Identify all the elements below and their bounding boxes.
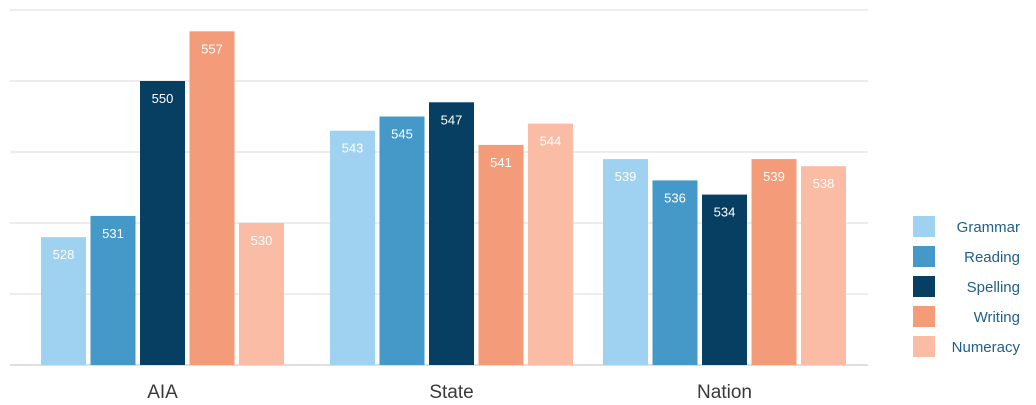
bar-value-label: 530	[251, 233, 273, 248]
bar-value-label: 539	[615, 169, 637, 184]
category-axis-labels: AIA State Nation	[147, 382, 752, 403]
bar-grammar-nation	[603, 159, 648, 365]
category-label: AIA	[147, 382, 178, 403]
bar-value-label: 557	[201, 41, 223, 56]
bar-value-label: 536	[664, 190, 686, 205]
bar-spelling-state	[429, 102, 474, 366]
legend-label-spelling: Spelling	[967, 279, 1020, 296]
bar-numeracy-state	[528, 123, 573, 365]
legend-label-writing: Writing	[974, 309, 1020, 326]
legend-swatch-grammar	[913, 216, 935, 237]
bar-writing-aia	[189, 31, 235, 366]
bar-value-label: 547	[441, 112, 463, 127]
category-label: State	[429, 382, 473, 403]
bar-value-label: 541	[490, 155, 512, 170]
bar-value-label: 531	[102, 226, 124, 241]
bar-grammar-state	[330, 130, 375, 365]
bar-value-label: 543	[342, 141, 364, 156]
legend-label-reading: Reading	[964, 249, 1020, 266]
bar-value-label: 550	[152, 91, 174, 106]
legend-label-numeracy: Numeracy	[952, 339, 1021, 356]
legend-label-grammar: Grammar	[957, 219, 1020, 236]
bar-value-label: 538	[813, 176, 835, 191]
legend-swatch-spelling	[913, 276, 935, 297]
bar-numeracy-aia	[239, 223, 284, 365]
bar-value-label: 528	[53, 247, 75, 262]
legend-swatch-reading	[913, 246, 935, 267]
bar-reading-aia	[90, 215, 136, 365]
bar-value-label: 534	[714, 205, 736, 220]
bar-value-label: 544	[540, 134, 562, 149]
bar-writing-state	[478, 144, 524, 365]
bar-grammar-aia	[41, 237, 86, 365]
bar-reading-state	[379, 116, 425, 365]
bar-value-labels: 528 531 550 557 530 543 545 547 541 544 539 536 534 5…	[53, 41, 835, 262]
bar-spelling-aia	[140, 81, 185, 365]
bars	[41, 31, 846, 366]
category-label: Nation	[697, 382, 752, 403]
bar-value-label: 545	[391, 127, 413, 142]
bar-value-label: 539	[763, 169, 785, 184]
bar-writing-nation	[751, 159, 797, 365]
bar-spelling-nation	[702, 194, 747, 365]
bar-reading-nation	[652, 180, 698, 365]
legend-swatch-writing	[913, 306, 935, 327]
bar-numeracy-nation	[801, 166, 846, 365]
legend-swatch-numeracy	[913, 336, 935, 357]
legend: Grammar Reading Spelling Writing Numeracy	[913, 216, 1020, 357]
